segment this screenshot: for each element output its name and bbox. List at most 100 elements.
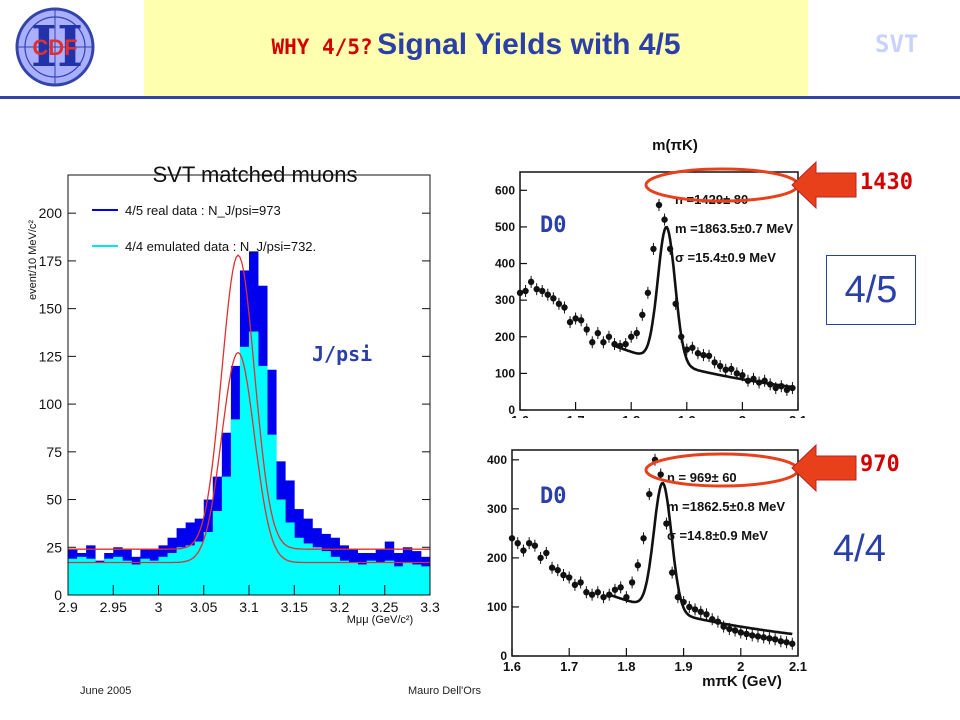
fit-stat-line: n = 969± 60 — [667, 470, 737, 485]
data-point — [722, 366, 729, 373]
footer-date: June 2005 — [80, 685, 132, 697]
data-point — [616, 342, 624, 350]
data-point — [555, 300, 563, 308]
histogram-bar-4-4 — [285, 522, 295, 595]
data-point — [760, 634, 767, 641]
data-point — [589, 339, 596, 346]
y-tick-label: 175 — [39, 253, 63, 269]
title-divider — [0, 96, 960, 99]
title-main: Signal Yields with 4/5 — [377, 28, 681, 61]
y-tick-label: 500 — [495, 220, 515, 234]
y-tick-label: 75 — [46, 444, 62, 460]
y-tick-label: 0 — [500, 649, 507, 663]
data-point — [628, 579, 636, 586]
histogram-axes: 0 25 50 75 100 125 150 175 200 2.9 2.95 3 3.05 3.1 3.1… — [39, 174, 440, 615]
histogram-bar-4-4 — [122, 560, 132, 595]
y-tick-label: 200 — [495, 330, 515, 344]
data-point — [663, 520, 670, 527]
histogram-bar-4-4 — [203, 532, 214, 595]
data-point — [561, 304, 568, 311]
d0-label-top: D0 — [540, 213, 567, 238]
data-point — [700, 351, 707, 359]
data-point — [771, 636, 779, 643]
fit-curve-4-4 — [68, 351, 430, 564]
title-prefix: WHY 4/5? — [271, 35, 373, 59]
data-point — [709, 616, 716, 623]
y-tick-label: 300 — [495, 293, 515, 307]
logo-text: CDF — [32, 35, 77, 60]
slide-title: WHY 4/5? Signal Yields with 4/5 — [144, 28, 808, 62]
histogram-bar-4-4 — [321, 551, 331, 595]
data-point — [550, 295, 557, 302]
data-point — [789, 384, 796, 392]
data-point — [761, 377, 768, 384]
histogram-bar-4-4 — [194, 541, 205, 595]
data-point — [694, 350, 702, 357]
data-point — [646, 490, 653, 498]
data-point — [594, 329, 602, 337]
data-point — [539, 287, 546, 295]
x-tick-label: 3 — [155, 599, 163, 615]
data-point — [600, 339, 607, 346]
histogram-bar-4-4 — [303, 543, 313, 595]
jpsi-histogram: 0 25 50 75 100 125 150 175 200 2.9 2.95 3 3.05 3.1 3.1… — [27, 162, 440, 626]
data-point — [772, 384, 779, 392]
y-tick-label: 100 — [487, 600, 507, 614]
data-point — [783, 386, 791, 394]
y-tick-label: 400 — [487, 453, 507, 467]
ratio-4-4-label: 4/4 — [833, 528, 886, 570]
data-point — [691, 606, 699, 613]
data-point — [714, 618, 722, 625]
fit-stat-line: σ =14.8±0.9 MeV — [667, 528, 768, 543]
arrow-bottom-icon — [791, 443, 857, 493]
y-axis-label: event/10 MeV/c² — [27, 220, 39, 300]
data-point — [767, 381, 774, 388]
data-point — [683, 346, 690, 353]
d0-label-bottom: D0 — [540, 484, 567, 509]
data-point — [611, 586, 619, 593]
x-tick-label: 1.9 — [675, 659, 693, 674]
y-tick-label: 300 — [487, 502, 507, 516]
data-point — [650, 245, 657, 253]
y-tick-label: 600 — [495, 183, 515, 197]
data-point — [554, 566, 561, 574]
data-point — [697, 608, 704, 616]
data-point — [743, 630, 750, 638]
data-point — [622, 340, 629, 348]
fit-curve — [608, 481, 793, 636]
x-tick-label: 3.3 — [420, 599, 440, 615]
data-point — [516, 289, 524, 297]
cdf-logo: II CDF — [15, 7, 95, 87]
data-point — [633, 329, 640, 337]
data-point — [672, 300, 679, 308]
histogram-bar-4-4 — [402, 562, 413, 595]
data-point — [733, 370, 741, 377]
highlight-ellipse-top — [644, 167, 800, 203]
histogram-bars — [68, 251, 431, 595]
histogram-bar-4-4 — [230, 419, 241, 595]
data-point — [522, 287, 529, 295]
histogram-bar-4-4 — [95, 562, 105, 595]
plot-frame — [519, 171, 799, 411]
data-point — [657, 471, 664, 478]
x-tick-label: 2.95 — [100, 599, 127, 615]
histogram-bar-4-4 — [348, 562, 358, 595]
data-point — [611, 340, 618, 348]
x-tick-label: 3.1 — [239, 599, 259, 615]
data-point — [686, 603, 693, 611]
y-tick-label: 125 — [39, 348, 63, 364]
data-point — [739, 372, 746, 379]
data-point — [703, 611, 710, 618]
yield-value-bottom: 970 — [860, 452, 900, 477]
x-tick-label: 2.1 — [789, 413, 807, 418]
data-point — [548, 564, 556, 571]
x-tick-label: 1.9 — [678, 413, 696, 418]
histogram-title: SVT matched muons — [152, 162, 357, 187]
data-point — [544, 291, 551, 298]
svt-tag: SVT — [875, 30, 919, 58]
histogram-bar-4-4 — [258, 365, 268, 595]
data-point — [674, 593, 682, 601]
histogram-bar-4-4 — [384, 560, 395, 595]
data-point — [520, 547, 527, 554]
histogram-bar-4-4 — [185, 545, 196, 595]
